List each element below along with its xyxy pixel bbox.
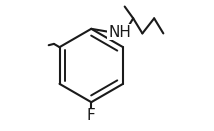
Text: F: F — [87, 108, 96, 123]
Text: NH: NH — [108, 25, 131, 40]
